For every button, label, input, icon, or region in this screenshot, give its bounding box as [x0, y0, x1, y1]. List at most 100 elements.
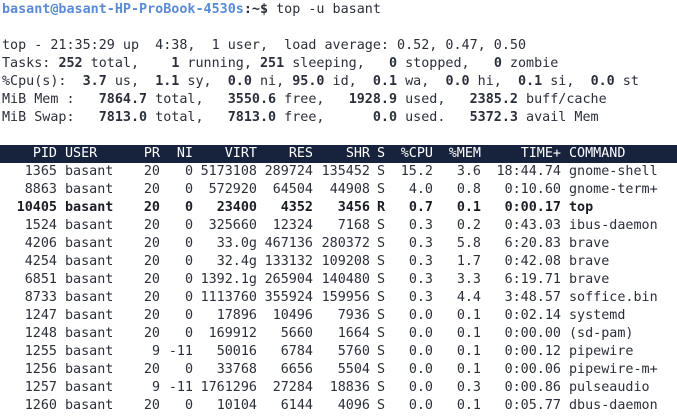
cell-shr: 140480 — [321, 272, 370, 287]
column-header-state: S — [377, 146, 386, 161]
cell-state: S — [377, 398, 386, 413]
table-row[interactable]: 8733 basant 20 0 1113760 355924 159956 S 0.3 4.4 3… — [0, 289, 677, 307]
cell-state: S — [377, 236, 386, 251]
cell-user: basant — [65, 200, 114, 215]
column-header-ni: NI — [176, 146, 193, 161]
cell-pid: 1524 — [24, 218, 57, 233]
column-header-res: RES — [288, 146, 313, 161]
column-header-cpu: %CPU — [400, 146, 433, 161]
summary-cpu-line: %Cpu(s): 3.7 us, 1.1 sy, 0.0 ni, 95.0 id… — [2, 74, 639, 89]
cell-shr: 7168 — [337, 218, 370, 233]
cell-ni: 0 — [184, 362, 193, 377]
swap-used: 0.0 — [372, 110, 398, 125]
cell-shr: 4096 — [337, 398, 370, 413]
table-row[interactable]: 1365 basant 20 0 5173108 289724 135452 S 15.2 3.6… — [0, 163, 677, 181]
table-row[interactable]: 1257 basant 9 -11 1761296 27284 18836 S 0.0 0.3 0:… — [0, 379, 677, 397]
column-header-virt: VIRT — [224, 146, 257, 161]
cell-time: 0:00.86 — [504, 380, 561, 395]
cell-mem: 0.1 — [456, 326, 481, 341]
cell-res: 64504 — [272, 182, 313, 197]
cell-mem: 0.1 — [456, 344, 481, 359]
cell-user: basant — [65, 254, 114, 269]
table-row[interactable]: 1247 basant 20 0 17896 10496 7936 S 0.0 0.1 0:02.1… — [0, 307, 677, 325]
cell-command: ibus-daemon — [569, 218, 658, 233]
cell-state: R — [377, 200, 386, 215]
cell-user: basant — [65, 398, 114, 413]
swap-avail: 5372.3 — [469, 110, 518, 125]
table-row[interactable]: 4206 basant 20 0 33.0g 467136 280372 S 0.3 5.8 6:2… — [0, 235, 677, 253]
cell-virt: 32.4g — [216, 254, 257, 269]
cell-cpu: 0.0 — [408, 362, 433, 377]
cell-state: S — [377, 164, 386, 179]
cell-mem: 1.7 — [456, 254, 481, 269]
cell-res: 5660 — [280, 326, 313, 341]
cell-shr: 5760 — [337, 344, 370, 359]
cell-time: 0:05.77 — [504, 398, 561, 413]
cpu-id: 95.0 — [292, 74, 325, 89]
cell-mem: 5.8 — [456, 236, 481, 251]
cell-virt: 33768 — [216, 362, 257, 377]
cell-mem: 0.1 — [456, 398, 481, 413]
cell-user: basant — [65, 344, 114, 359]
cpu-wa: 0.1 — [372, 74, 398, 89]
table-header: PID USER PR NI VIRT RES SHR S %CPU %MEM TIME+ COMMA… — [0, 145, 677, 163]
cell-cpu: 0.0 — [408, 326, 433, 341]
cell-pid: 10405 — [16, 200, 57, 215]
cell-user: basant — [65, 308, 114, 323]
table-row[interactable]: 1260 basant 20 0 10104 6144 4096 S 0.0 0.1 0:05.77… — [0, 397, 677, 415]
cell-res: 133132 — [264, 254, 313, 269]
cell-command: gnome-shell — [569, 164, 658, 179]
cell-pid: 1247 — [24, 308, 57, 323]
cell-res: 6144 — [280, 398, 313, 413]
cell-ni: 0 — [184, 200, 193, 215]
tasks-sleeping: 251 — [260, 56, 285, 71]
mem-used: 1928.9 — [348, 92, 398, 107]
cell-pid: 1260 — [24, 398, 57, 413]
cell-command: pipewire — [569, 344, 634, 359]
cell-shr: 18836 — [329, 380, 370, 395]
tasks-zombie: 0 — [493, 56, 502, 71]
table-row[interactable]: 10405 basant 20 0 23400 4352 3456 R 0.7 0.1 0:00.1… — [0, 199, 677, 217]
cell-res: 467136 — [264, 236, 313, 251]
cell-mem: 0.8 — [456, 182, 481, 197]
cell-ni: 0 — [184, 182, 193, 197]
column-header-shr: SHR — [345, 146, 370, 161]
cell-mem: 3.3 — [456, 272, 481, 287]
cell-virt: 1392.1g — [200, 272, 257, 287]
cell-time: 0:00.00 — [504, 326, 561, 341]
cell-res: 6656 — [280, 362, 313, 377]
cell-command: soffice.bin — [569, 290, 658, 305]
cell-state: S — [377, 290, 386, 305]
cpu-hi: 0.0 — [445, 74, 470, 89]
cell-pr: 20 — [143, 254, 160, 269]
cell-res: 355924 — [264, 290, 313, 305]
cell-pid: 4206 — [24, 236, 57, 251]
table-row[interactable]: 6851 basant 20 0 1392.1g 265904 140480 S 0.3 3.3 6… — [0, 271, 677, 289]
cell-pid: 8733 — [24, 290, 57, 305]
cell-shr: 280372 — [321, 236, 370, 251]
table-row[interactable]: 8863 basant 20 0 572920 64504 44908 S 4.0 0.8 0:10… — [0, 181, 677, 199]
cell-state: S — [377, 344, 386, 359]
cell-ni: 0 — [184, 308, 193, 323]
table-row[interactable]: 1248 basant 20 0 169912 5660 1664 S 0.0 0.1 0:00.0… — [0, 325, 677, 343]
cell-shr: 1664 — [337, 326, 370, 341]
cell-pr: 20 — [143, 272, 160, 287]
cell-time: 0:02.14 — [504, 308, 561, 323]
cpu-si: 0.1 — [518, 74, 543, 89]
cell-mem: 3.6 — [456, 164, 481, 179]
cell-time: 6:19.71 — [504, 272, 561, 287]
cell-time: 0:10.60 — [504, 182, 561, 197]
table-row[interactable]: 4254 basant 20 0 32.4g 133132 109208 S 0.3 1.7 0:4… — [0, 253, 677, 271]
cell-virt: 5173108 — [200, 164, 257, 179]
table-row[interactable]: 1255 basant 9 -11 50016 6784 5760 S 0.0 0.1 0:00.1… — [0, 343, 677, 361]
table-row[interactable]: 1524 basant 20 0 325660 12324 7168 S 0.3 0.2 0:43.… — [0, 217, 677, 235]
cell-user: basant — [65, 182, 114, 197]
cell-pr: 20 — [143, 398, 160, 413]
column-header-user: USER — [65, 146, 98, 161]
summary-swap-line: MiB Swap: 7813.0 total, 7813.0 free, 0.0… — [2, 110, 599, 125]
prompt-user-host: basant@basant-HP-ProBook-4530s — [2, 2, 244, 17]
swap-label: MiB Swap: — [2, 110, 75, 125]
cell-virt: 23400 — [216, 200, 257, 215]
table-row[interactable]: 1256 basant 20 0 33768 6656 5504 S 0.0 0.1 0:00.06… — [0, 361, 677, 379]
